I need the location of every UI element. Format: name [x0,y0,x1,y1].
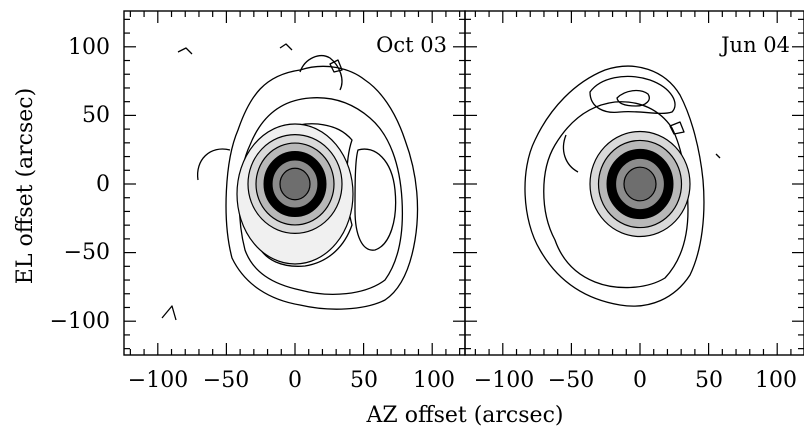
x-tick-label: 0 [633,368,647,393]
panel-oct-03: Oct 03 −100 −50 0 50 100 [123,10,466,393]
y-tick-label: 50 [82,103,110,128]
x-tick-labels: −100 −50 0 50 100 [128,368,455,393]
contour-line [299,55,343,91]
contour-line [354,148,397,251]
contour-line [279,43,293,51]
y-tick-label: −100 [50,309,110,334]
x-tick-label: 0 [288,368,302,393]
y-tick-label: −50 [64,240,110,265]
x-tick-label: −50 [203,368,249,393]
contour-line [238,97,404,295]
contour-line [669,121,685,135]
contour-line [329,59,343,73]
contour-line [197,148,231,181]
x-tick-label: −100 [128,368,188,393]
contour-level [279,167,311,201]
x-tick-label: 100 [755,368,797,393]
x-tick-label: 50 [695,368,723,393]
contour-line [616,89,650,107]
y-axis-title: EL offset (arcsec) [13,88,38,284]
contour-level [623,166,657,202]
contour-line [524,65,705,307]
y-tick-label: 100 [68,35,110,60]
panel-label: Oct 03 [376,33,447,57]
source-core [236,123,354,265]
panel-frame [464,10,804,356]
contour-line [562,134,579,173]
x-axis-title: AZ offset (arcsec) [366,403,564,428]
x-tick-label: 50 [350,368,378,393]
source-core [589,130,691,238]
x-tick-label: −50 [548,368,594,393]
contour-line [161,305,177,321]
x-tick-labels: −100 −50 0 50 100 [474,368,797,393]
contour-line [177,47,193,55]
contour-line [589,75,676,115]
panel-label: Jun 04 [719,33,790,57]
contour-line [715,153,721,159]
contour-line [225,65,419,310]
x-tick-label: 100 [413,368,455,393]
tick-marks [124,11,465,355]
y-tick-label: 0 [96,172,110,197]
tick-marks [465,11,804,355]
y-tick-labels: 100 50 0 −50 −100 [50,35,110,334]
x-tick-label: −100 [474,368,534,393]
panel-jun-04: Jun 04 −100 −50 0 50 100 [464,10,804,393]
